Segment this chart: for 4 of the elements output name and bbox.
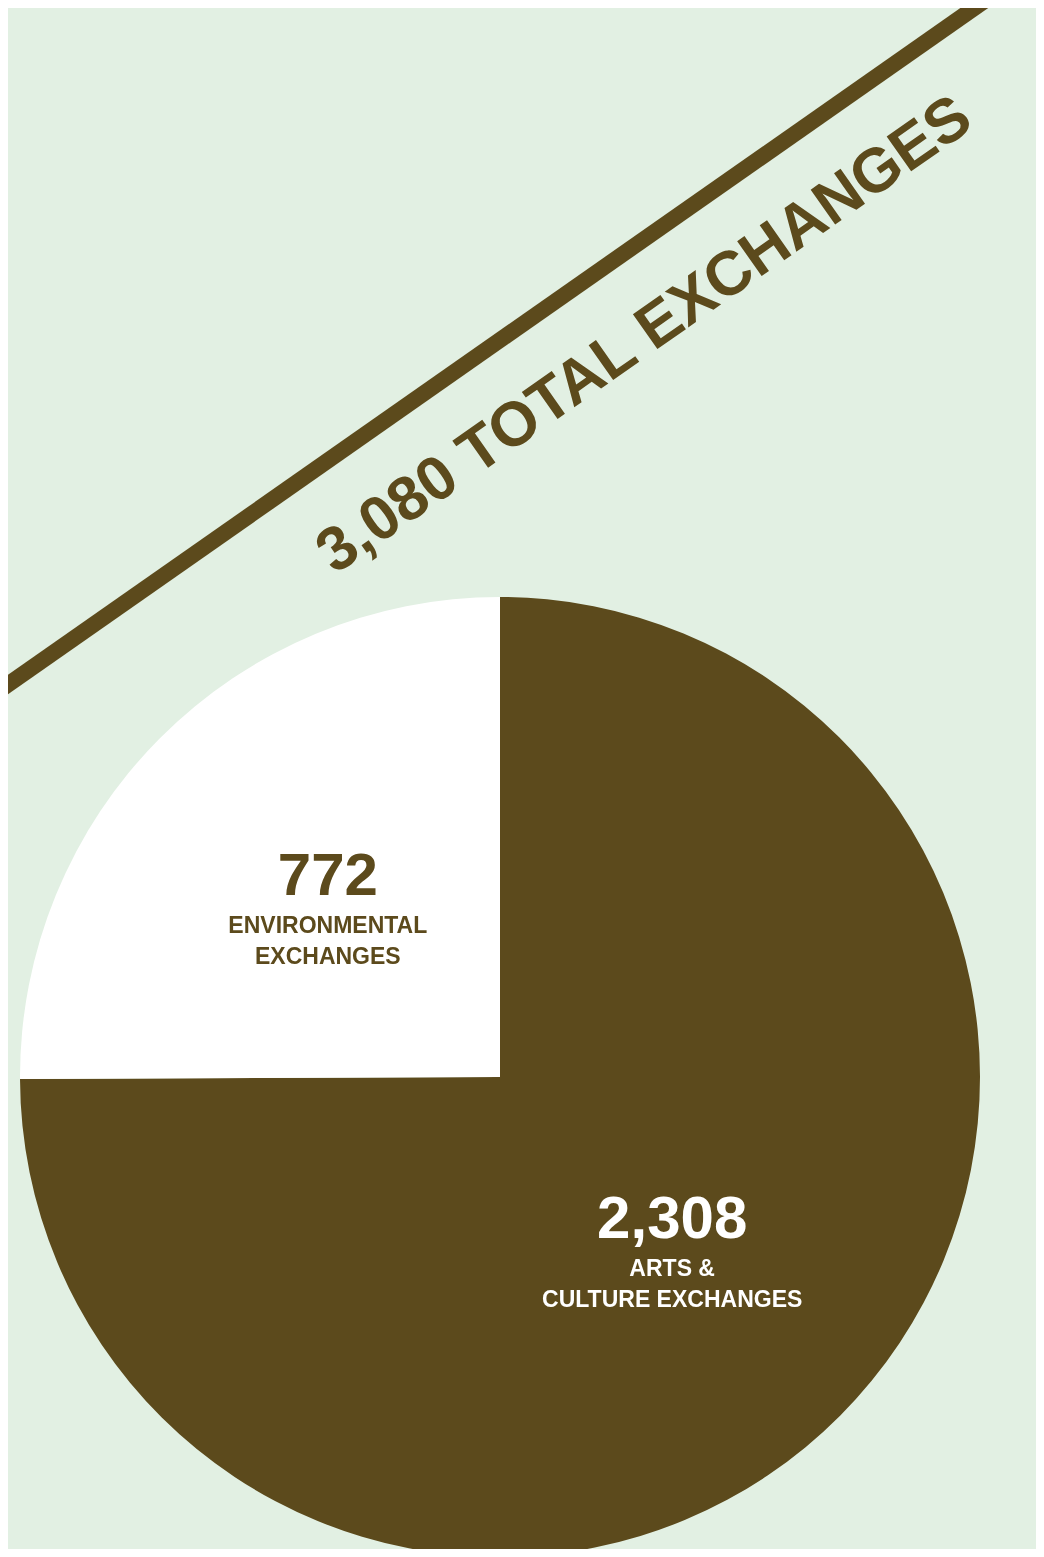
slice-label: ARTS & CULTURE EXCHANGES xyxy=(542,1254,803,1312)
data-label: 772 xyxy=(277,841,378,909)
slice-label: ENVIRONMENTAL EXCHANGES xyxy=(228,912,428,970)
data-label: 2,308 xyxy=(597,1183,748,1251)
